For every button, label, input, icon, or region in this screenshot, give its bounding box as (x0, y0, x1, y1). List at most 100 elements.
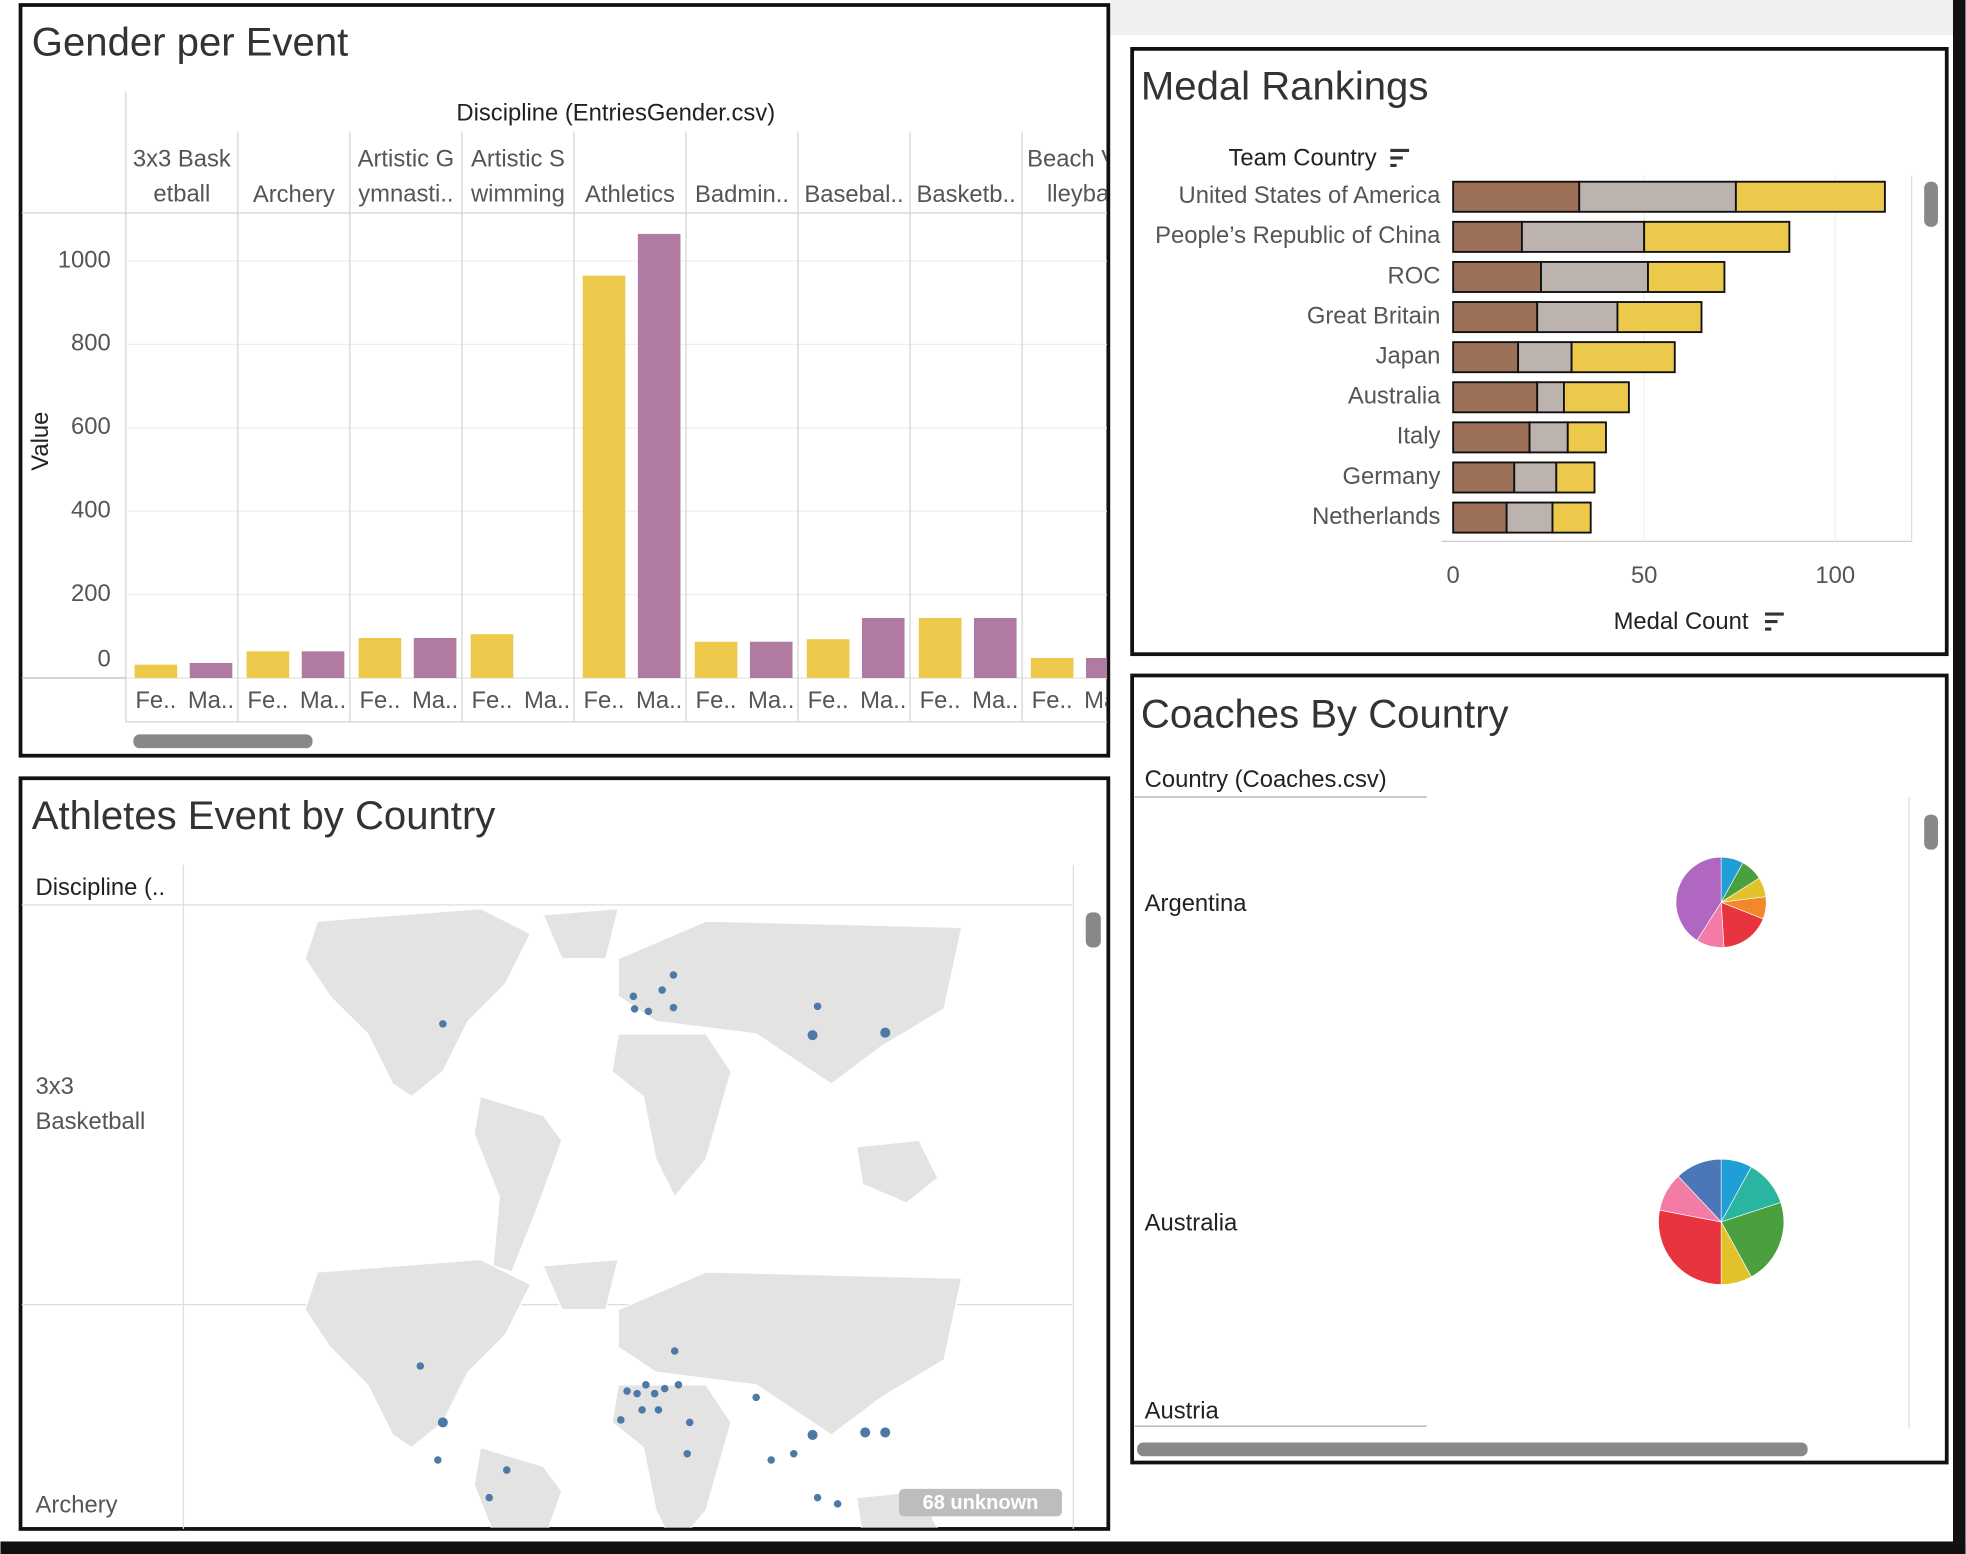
chart-title: Coaches By Country (1141, 692, 1509, 736)
bar-segment (1452, 341, 1520, 374)
bar (134, 664, 178, 678)
row-label: Archery (36, 1492, 118, 1519)
bar-segment (1452, 421, 1531, 454)
sort-icon[interactable] (1765, 612, 1784, 631)
x-tick-label: Ma.. (1084, 687, 1130, 714)
pie-slice (1677, 1158, 1722, 1223)
y-axis-label: Team Country (1229, 144, 1377, 171)
bar-segment (1734, 180, 1886, 213)
row-label: Austria (1145, 1398, 1220, 1425)
y-tick-label: 1000 (58, 246, 111, 273)
x-tick-label: Fe.. (808, 687, 849, 714)
scrollbar[interactable] (1924, 181, 1938, 227)
bar (246, 651, 290, 678)
bar-chart: 0 200 400 600 800 1000 3x3 Bask etball Fe.. Ma.. A… (58, 131, 1130, 722)
y-tick-label: 200 (71, 580, 111, 607)
x-tick-label: Ma.. (860, 687, 906, 714)
bar (582, 275, 626, 678)
bar-segment (1647, 260, 1726, 293)
bar-segment (1643, 220, 1791, 253)
bar-segment (1566, 421, 1607, 454)
bar-segment (1520, 220, 1646, 253)
x-tick-label: Ma.. (412, 687, 458, 714)
scrollbar[interactable] (1137, 1442, 1808, 1457)
y-tick-label: Netherlands (1312, 503, 1440, 530)
bar (413, 637, 457, 678)
y-tick-label: United States of America (1179, 182, 1442, 209)
scrollbar[interactable] (1924, 814, 1938, 850)
badge-text[interactable]: 68 unknown (923, 1492, 1039, 1514)
scrollbar[interactable] (133, 734, 313, 749)
bar (470, 634, 514, 678)
x-tick-label: Fe.. (1032, 687, 1073, 714)
row-header: Country (Coaches.csv) (1145, 766, 1387, 793)
bar-segment (1452, 461, 1516, 494)
bar (749, 641, 793, 678)
bar (694, 641, 738, 678)
map-points (416, 971, 891, 1508)
pie-slice (1720, 901, 1764, 948)
column-header: Discipline (EntriesGender.csv) (456, 99, 775, 126)
x-tick-label: Fe.. (920, 687, 961, 714)
column-label: Basketb.. (916, 181, 1015, 208)
panel (18, 3, 1111, 758)
column-label: Basebal.. (804, 181, 903, 208)
scrollbar[interactable] (1085, 912, 1101, 948)
bar-segment (1555, 461, 1596, 494)
bar (918, 617, 962, 678)
bar-segment (1452, 381, 1539, 414)
chart-title: Medal Rankings (1141, 65, 1429, 109)
bar-segment (1452, 301, 1539, 334)
x-tick-label: Fe.. (135, 687, 176, 714)
top-strip (1110, 0, 1966, 36)
panel (1130, 46, 1949, 657)
panel (1130, 673, 1949, 1465)
y-tick-label: People’s Republic of China (1155, 222, 1441, 249)
chart-title: Gender per Event (32, 21, 348, 65)
bar-segment (1563, 381, 1630, 414)
bar-segment (1536, 301, 1619, 334)
bar (1030, 657, 1074, 678)
bar (637, 233, 681, 678)
bar-segment (1452, 180, 1581, 213)
x-tick-label: Ma.. (636, 687, 682, 714)
pie-grid: Argentina Australia Austria (1145, 856, 1785, 1425)
row-label: Argentina (1145, 890, 1248, 917)
x-tick-label: 100 (1815, 562, 1855, 589)
frame (1952, 0, 1966, 1554)
panel (18, 776, 1111, 1531)
sort-icon[interactable] (1390, 148, 1410, 167)
pie-slice (1675, 856, 1722, 941)
bar (189, 662, 233, 678)
bar (973, 617, 1017, 678)
x-tick-label: Ma.. (524, 687, 570, 714)
bar-segment (1551, 501, 1592, 534)
column-label: Beach Vo lleyba (1027, 146, 1129, 208)
y-tick-label: Great Britain (1307, 302, 1441, 329)
x-tick-label: Ma.. (300, 687, 346, 714)
bar-segment (1528, 421, 1569, 454)
y-tick-label: 0 (98, 646, 111, 673)
x-tick-label: Fe.. (247, 687, 288, 714)
column-label: 3x3 Bask etball (133, 146, 231, 208)
column-label: Badmin.. (695, 181, 789, 208)
pie-slice (1720, 1202, 1785, 1278)
y-tick-label: Japan (1376, 342, 1441, 369)
bar (301, 651, 345, 678)
bar-segment (1616, 301, 1703, 334)
x-tick-label: Ma.. (748, 687, 794, 714)
badge[interactable] (899, 1488, 1062, 1517)
bar-segment (1570, 341, 1676, 374)
x-tick-label: Fe.. (471, 687, 512, 714)
y-tick-label: 800 (71, 330, 111, 357)
bar-segment (1517, 341, 1573, 374)
y-tick-label: Italy (1397, 423, 1441, 450)
bar-segment (1536, 381, 1565, 414)
y-tick-label: ROC (1388, 262, 1441, 289)
x-tick-label: 0 (1447, 562, 1460, 589)
bar-segment (1578, 180, 1737, 213)
bar-segment (1505, 501, 1554, 534)
